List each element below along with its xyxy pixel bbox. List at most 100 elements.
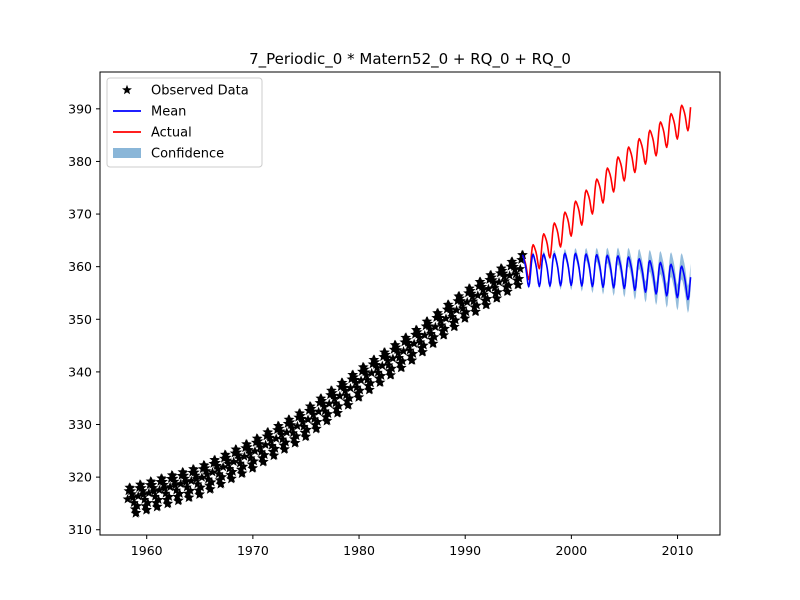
observed-point [146, 476, 157, 487]
observed-point [481, 299, 492, 310]
observed-point [433, 309, 444, 320]
observed-point [126, 485, 137, 496]
legend-label: Observed Data [151, 84, 249, 99]
observed-point [349, 374, 360, 384]
observed-point [302, 424, 313, 434]
observed-point [174, 488, 185, 498]
observed-point [133, 490, 144, 501]
observed-point [227, 466, 238, 476]
observed-point [237, 468, 248, 478]
observed-point [468, 296, 479, 306]
x-tick-label: 1960 [131, 543, 163, 558]
observed-point [349, 371, 359, 382]
observed-point [149, 486, 160, 496]
observed-point [181, 482, 192, 492]
observed-point [477, 281, 488, 291]
observed-point [377, 360, 388, 370]
observed-point [509, 261, 520, 271]
observed-point [455, 293, 466, 303]
observed-point [171, 485, 182, 495]
observed-point [204, 480, 214, 490]
observed-point [203, 474, 214, 484]
observed-point [301, 431, 312, 441]
mean-line [521, 252, 692, 301]
observed-point [138, 489, 149, 499]
chart-title: 7_Periodic_0 * Matern52_0 + RQ_0 + RQ_0 [249, 50, 571, 69]
line-layer [521, 104, 692, 301]
observed-point [472, 290, 483, 300]
observed-point [328, 390, 339, 400]
observed-point [265, 435, 276, 446]
observed-point [490, 288, 501, 298]
observed-point [383, 359, 394, 370]
observed-point [504, 270, 515, 280]
observed-point [309, 413, 320, 424]
observed-point [439, 329, 450, 340]
observed-point [334, 400, 344, 411]
observed-point [311, 423, 322, 433]
observed-point [403, 340, 414, 350]
observed-point [426, 334, 437, 344]
observed-point [196, 472, 207, 482]
observed-point [381, 352, 392, 362]
observed-point [281, 427, 292, 437]
observed-point [307, 406, 318, 416]
observed-point [331, 403, 342, 414]
observed-point [206, 476, 217, 487]
x-tick-label: 2010 [662, 543, 694, 558]
observed-point [137, 485, 148, 496]
observed-point [303, 414, 313, 424]
observed-point [266, 440, 277, 450]
observed-point [393, 347, 404, 358]
observed-point [460, 313, 471, 323]
observed-point [330, 398, 341, 408]
observed-point [260, 439, 271, 450]
observed-point [318, 398, 328, 408]
y-tick-label: 310 [68, 522, 92, 537]
observed-point [214, 474, 225, 485]
observed-point [217, 471, 228, 482]
observed-point [387, 353, 398, 363]
observed-point [373, 373, 384, 383]
observed-point [227, 473, 237, 483]
legend-box [106, 77, 263, 168]
observed-point [243, 444, 254, 455]
observed-point [173, 495, 184, 505]
observed-point [397, 355, 408, 366]
observed-point [354, 391, 365, 402]
observed-point [312, 416, 323, 427]
observed-point [415, 336, 426, 347]
observed-point [248, 462, 259, 473]
observed-data-layer [122, 249, 528, 518]
observed-point [154, 484, 165, 495]
observed-point [483, 283, 494, 294]
observed-point [517, 249, 528, 260]
observed-point [476, 278, 487, 289]
observed-point [222, 455, 233, 465]
observed-point [224, 463, 235, 473]
observed-point [264, 429, 275, 440]
observed-point [286, 419, 297, 430]
observed-point [221, 452, 232, 462]
legend-entry: Observed Data [122, 84, 249, 99]
observed-point [407, 355, 418, 365]
observed-point [419, 330, 430, 340]
observed-point [128, 497, 139, 508]
observed-point [178, 467, 189, 477]
observed-point [465, 285, 476, 295]
observed-point [274, 423, 285, 433]
observed-point [234, 453, 244, 463]
observed-point [161, 494, 172, 504]
observed-point [387, 363, 397, 373]
observed-point [501, 281, 512, 292]
observed-point [372, 367, 383, 377]
observed-point [295, 410, 306, 421]
observed-point [277, 434, 288, 444]
observed-point [462, 296, 473, 307]
observed-point [232, 447, 243, 457]
observed-point [498, 268, 509, 278]
observed-point [456, 295, 466, 306]
observed-point [272, 424, 282, 435]
observed-point [293, 412, 304, 422]
